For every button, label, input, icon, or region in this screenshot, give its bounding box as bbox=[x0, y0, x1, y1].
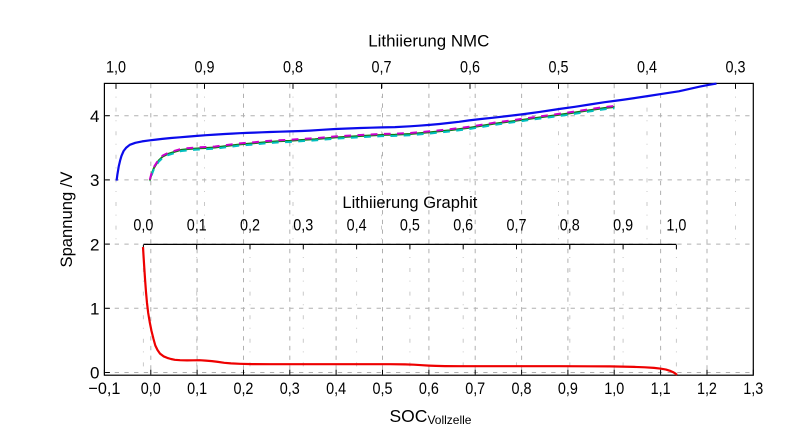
svg-text:0,8: 0,8 bbox=[512, 379, 532, 398]
svg-text:0,7: 0,7 bbox=[465, 379, 485, 398]
svg-text:0,4: 0,4 bbox=[637, 58, 657, 77]
svg-text:1,0: 1,0 bbox=[604, 379, 624, 398]
svg-text:Spannung /V: Spannung /V bbox=[57, 171, 76, 268]
svg-text:1: 1 bbox=[90, 300, 99, 319]
svg-text:0,6: 0,6 bbox=[453, 216, 473, 235]
svg-text:0,6: 0,6 bbox=[419, 379, 439, 398]
svg-text:1,0: 1,0 bbox=[666, 216, 686, 235]
svg-text:1,2: 1,2 bbox=[697, 379, 717, 398]
svg-text:0,1: 0,1 bbox=[187, 216, 207, 235]
svg-text:0,2: 0,2 bbox=[233, 379, 253, 398]
svg-text:0,8: 0,8 bbox=[283, 58, 303, 77]
svg-text:0,9: 0,9 bbox=[195, 58, 215, 77]
svg-text:0,1: 0,1 bbox=[187, 379, 207, 398]
svg-text:1,3: 1,3 bbox=[743, 379, 763, 398]
svg-text:0,5: 0,5 bbox=[373, 379, 393, 398]
svg-text:0,6: 0,6 bbox=[460, 58, 480, 77]
svg-text:Lithiierung Graphit: Lithiierung Graphit bbox=[342, 193, 477, 212]
svg-text:0,9: 0,9 bbox=[558, 379, 578, 398]
svg-text:1,0: 1,0 bbox=[106, 58, 126, 77]
svg-text:0,5: 0,5 bbox=[400, 216, 420, 235]
svg-text:0,5: 0,5 bbox=[549, 58, 569, 77]
svg-text:Lithiierung NMC: Lithiierung NMC bbox=[368, 32, 489, 51]
svg-text:1,1: 1,1 bbox=[651, 379, 671, 398]
svg-text:0,9: 0,9 bbox=[613, 216, 633, 235]
svg-text:4: 4 bbox=[90, 107, 99, 126]
svg-text:0: 0 bbox=[90, 364, 99, 383]
svg-text:0,0: 0,0 bbox=[141, 379, 161, 398]
svg-text:0,7: 0,7 bbox=[507, 216, 527, 235]
svg-text:0,4: 0,4 bbox=[347, 216, 367, 235]
svg-text:2: 2 bbox=[90, 235, 99, 254]
svg-text:0,2: 0,2 bbox=[240, 216, 260, 235]
svg-text:0,4: 0,4 bbox=[326, 379, 346, 398]
svg-text:0,7: 0,7 bbox=[372, 58, 392, 77]
svg-text:−0,1: −0,1 bbox=[88, 379, 120, 398]
svg-text:0,3: 0,3 bbox=[726, 58, 746, 77]
svg-text:3: 3 bbox=[90, 171, 99, 190]
svg-text:0,3: 0,3 bbox=[280, 379, 300, 398]
svg-text:0,8: 0,8 bbox=[560, 216, 580, 235]
svg-text:0,3: 0,3 bbox=[293, 216, 313, 235]
svg-text:0,0: 0,0 bbox=[133, 216, 153, 235]
